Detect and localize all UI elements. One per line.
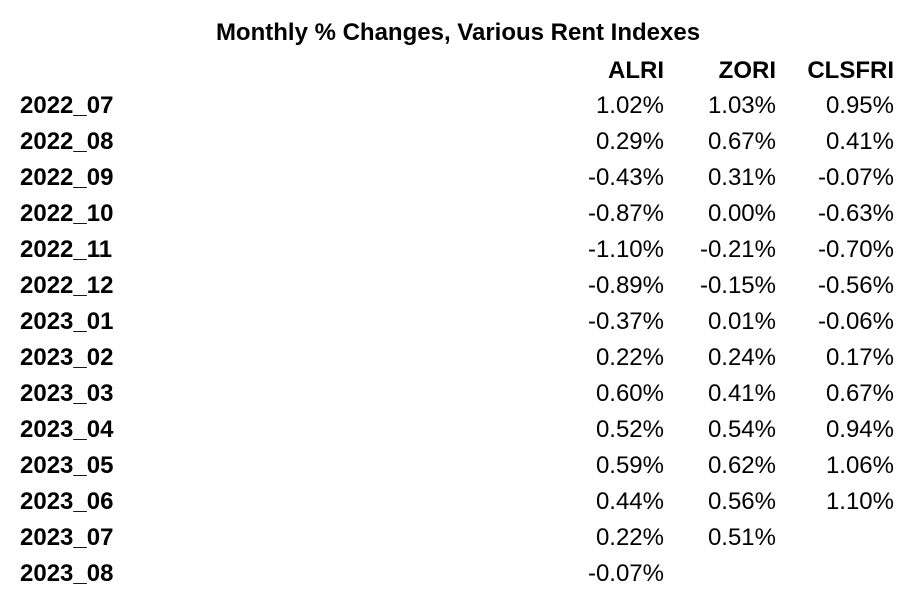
cell-clsfri: -0.70% bbox=[817, 236, 894, 263]
table-row: 2022_08 0.29% 0.67% 0.41% bbox=[0, 124, 920, 160]
table-row: 2022_10 -0.87% 0.00% -0.63% bbox=[0, 196, 920, 232]
cell-alri: -0.43% bbox=[587, 164, 664, 191]
row-label: 2023_02 bbox=[20, 344, 114, 371]
cell-alri: -0.37% bbox=[587, 308, 664, 335]
cell-clsfri: -0.06% bbox=[817, 308, 894, 335]
cell-clsfri: -0.07% bbox=[817, 164, 894, 191]
cell-alri: 1.02% bbox=[595, 92, 664, 119]
table-row: 2023_03 0.60% 0.41% 0.67% bbox=[0, 376, 920, 412]
row-label: 2023_05 bbox=[20, 452, 114, 479]
table-row: 2023_06 0.44% 0.56% 1.10% bbox=[0, 484, 920, 520]
table-row: 2022_12 -0.89% -0.15% -0.56% bbox=[0, 268, 920, 304]
cell-zori: 0.67% bbox=[707, 128, 776, 155]
table-row: 2023_01 -0.37% 0.01% -0.06% bbox=[0, 304, 920, 340]
table-row: 2022_11 -1.10% -0.21% -0.70% bbox=[0, 232, 920, 268]
table-row: 2022_09 -0.43% 0.31% -0.07% bbox=[0, 160, 920, 196]
row-label: 2022_09 bbox=[20, 164, 114, 191]
table-row: 2023_02 0.22% 0.24% 0.17% bbox=[0, 340, 920, 376]
row-label: 2023_06 bbox=[20, 488, 114, 515]
row-label: 2023_01 bbox=[20, 308, 114, 335]
table-row: 2023_05 0.59% 0.62% 1.06% bbox=[0, 448, 920, 484]
cell-alri: 0.22% bbox=[595, 524, 664, 551]
cell-zori: 0.54% bbox=[707, 416, 776, 443]
row-label: 2023_04 bbox=[20, 416, 114, 443]
cell-alri: 0.22% bbox=[595, 344, 664, 371]
cell-zori: 0.41% bbox=[707, 380, 776, 407]
cell-alri: -0.89% bbox=[587, 272, 664, 299]
cell-clsfri: -0.56% bbox=[817, 272, 894, 299]
cell-zori: -0.21% bbox=[699, 236, 776, 263]
row-label: 2022_08 bbox=[20, 128, 114, 155]
cell-alri: 0.44% bbox=[595, 488, 664, 515]
cell-clsfri: 1.10% bbox=[825, 488, 894, 515]
cell-clsfri: 0.41% bbox=[825, 128, 894, 155]
table-row: 2023_07 0.22% 0.51% bbox=[0, 520, 920, 556]
cell-alri: -0.07% bbox=[587, 560, 664, 587]
table-row: 2022_07 1.02% 1.03% 0.95% bbox=[0, 88, 920, 124]
row-label: 2022_11 bbox=[20, 236, 113, 263]
cell-zori: 0.62% bbox=[707, 452, 776, 479]
cell-alri: -0.87% bbox=[587, 200, 664, 227]
column-header-alri: ALRI bbox=[608, 57, 664, 84]
cell-clsfri: 0.94% bbox=[825, 416, 894, 443]
row-label: 2023_07 bbox=[20, 524, 114, 551]
row-label: 2023_03 bbox=[20, 380, 114, 407]
row-label: 2022_10 bbox=[20, 200, 114, 227]
cell-clsfri: 0.67% bbox=[825, 380, 894, 407]
table-row: 2023_04 0.52% 0.54% 0.94% bbox=[0, 412, 920, 448]
table-title: Monthly % Changes, Various Rent Indexes bbox=[215, 19, 701, 46]
cell-clsfri: -0.63% bbox=[817, 200, 894, 227]
cell-clsfri: 0.17% bbox=[825, 344, 894, 371]
cell-zori: 0.24% bbox=[707, 344, 776, 371]
cell-clsfri: 1.06% bbox=[825, 452, 894, 479]
cell-zori: 0.56% bbox=[707, 488, 776, 515]
row-label: 2022_12 bbox=[20, 272, 114, 299]
cell-alri: -1.10% bbox=[587, 236, 664, 263]
row-label: 2023_08 bbox=[20, 560, 114, 587]
cell-zori: -0.15% bbox=[699, 272, 776, 299]
cell-zori: 0.00% bbox=[707, 200, 776, 227]
cell-alri: 0.29% bbox=[595, 128, 664, 155]
cell-alri: 0.60% bbox=[595, 380, 664, 407]
column-header-clsfri: CLSFRI bbox=[807, 57, 894, 84]
cell-zori: 0.01% bbox=[707, 308, 776, 335]
cell-alri: 0.52% bbox=[595, 416, 664, 443]
row-label: 2022_07 bbox=[20, 92, 114, 119]
cell-zori: 0.31% bbox=[707, 164, 776, 191]
table-row: 2023_08 -0.07% bbox=[0, 556, 920, 592]
column-header-zori: ZORI bbox=[718, 57, 776, 84]
cell-zori: 1.03% bbox=[707, 92, 776, 119]
cell-clsfri: 0.95% bbox=[825, 92, 894, 119]
cell-alri: 0.59% bbox=[595, 452, 664, 479]
cell-zori: 0.51% bbox=[707, 524, 776, 551]
